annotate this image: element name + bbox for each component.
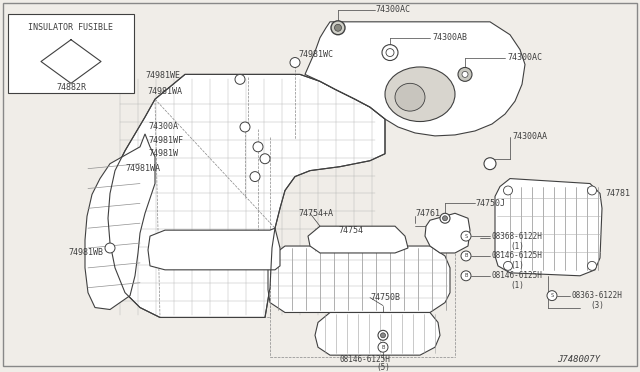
Bar [8, 14, 134, 93]
Text: 74981WA: 74981WA [125, 164, 160, 173]
Ellipse shape [395, 83, 425, 111]
Text: B: B [465, 253, 468, 259]
Text: 74754: 74754 [338, 226, 363, 235]
Text: S: S [550, 293, 554, 298]
Circle shape [461, 251, 471, 261]
Circle shape [386, 49, 394, 57]
Text: 74300A: 74300A [148, 122, 178, 131]
Text: (3): (3) [590, 301, 604, 310]
Circle shape [250, 171, 260, 182]
Text: (1): (1) [510, 262, 524, 270]
Circle shape [235, 74, 245, 84]
Circle shape [381, 333, 385, 338]
Text: 74761: 74761 [415, 209, 440, 218]
Text: 08146-6125H: 08146-6125H [340, 355, 390, 363]
Polygon shape [495, 179, 602, 276]
Text: B: B [465, 273, 468, 278]
Text: 74750J: 74750J [475, 199, 505, 208]
Circle shape [378, 330, 388, 340]
Text: 74882R: 74882R [56, 83, 86, 92]
Text: 74781: 74781 [605, 189, 630, 198]
Circle shape [378, 342, 388, 352]
Circle shape [547, 291, 557, 301]
Circle shape [240, 122, 250, 132]
Polygon shape [315, 312, 440, 355]
Text: 74300AB: 74300AB [432, 33, 467, 42]
Polygon shape [305, 22, 525, 136]
Text: 74300AC: 74300AC [507, 53, 542, 62]
Circle shape [442, 216, 447, 221]
Circle shape [504, 186, 513, 195]
Text: J748007Y: J748007Y [557, 355, 600, 363]
Circle shape [462, 71, 468, 77]
Text: 08146-6125H: 08146-6125H [492, 251, 543, 260]
Text: 74981WE: 74981WE [145, 71, 180, 80]
Text: S: S [465, 234, 468, 238]
Circle shape [504, 262, 513, 270]
Circle shape [290, 58, 300, 67]
Text: (1): (1) [510, 281, 524, 290]
Text: B: B [381, 345, 385, 350]
Circle shape [461, 231, 471, 241]
Text: (5): (5) [376, 363, 390, 372]
Circle shape [458, 67, 472, 81]
Polygon shape [425, 213, 470, 253]
Text: 74981WC: 74981WC [298, 50, 333, 59]
Text: 74981W: 74981W [148, 149, 178, 158]
Text: 08368-6122H: 08368-6122H [492, 232, 543, 241]
Text: 74981WB: 74981WB [68, 248, 103, 257]
Circle shape [588, 186, 596, 195]
Text: (1): (1) [510, 241, 524, 250]
Text: 08363-6122H: 08363-6122H [572, 291, 623, 300]
Text: 74300AC: 74300AC [375, 6, 410, 15]
Text: 08146-6125H: 08146-6125H [492, 271, 543, 280]
Circle shape [440, 213, 450, 223]
Circle shape [461, 271, 471, 281]
Circle shape [331, 21, 345, 35]
Text: 74754+A: 74754+A [298, 209, 333, 218]
Polygon shape [308, 226, 408, 253]
Text: 74300AA: 74300AA [512, 132, 547, 141]
Ellipse shape [385, 67, 455, 122]
Circle shape [260, 154, 270, 164]
Polygon shape [268, 246, 450, 312]
Text: 74981WF: 74981WF [148, 137, 183, 145]
Circle shape [105, 243, 115, 253]
Text: 74981WA: 74981WA [147, 87, 182, 96]
Polygon shape [108, 74, 385, 317]
Circle shape [588, 262, 596, 270]
Circle shape [484, 158, 496, 170]
Text: INSULATOR FUSIBLE: INSULATOR FUSIBLE [29, 23, 113, 32]
Polygon shape [148, 228, 280, 270]
Text: 74750B: 74750B [370, 293, 400, 302]
Circle shape [382, 45, 398, 61]
Circle shape [253, 142, 263, 152]
Polygon shape [85, 134, 155, 310]
Circle shape [335, 24, 342, 31]
